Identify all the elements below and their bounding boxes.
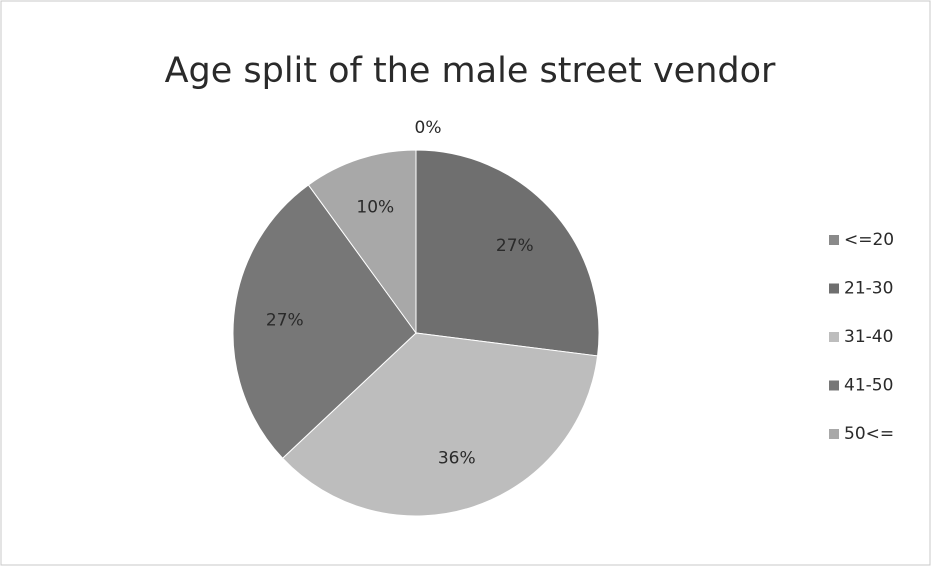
pie-slice <box>307 149 417 335</box>
legend-label: <=20 <box>844 230 894 250</box>
legend-label: 31-40 <box>844 327 893 347</box>
data-label: 27% <box>496 236 534 256</box>
legend-swatch <box>829 429 839 439</box>
legend-label: 41-50 <box>844 376 893 396</box>
legend-swatch <box>829 283 839 294</box>
legend-label: 50<= <box>844 424 894 444</box>
data-label: 0% <box>415 118 442 138</box>
pie-slice <box>281 332 599 517</box>
pie-slice <box>415 149 600 357</box>
pie-slice <box>232 184 417 459</box>
data-label: 27% <box>266 311 304 331</box>
legend-swatch <box>829 380 839 391</box>
data-label: 10% <box>356 198 394 218</box>
legend-swatch <box>829 235 839 245</box>
legend-swatch <box>829 332 839 342</box>
legend-label: 21-30 <box>844 279 893 299</box>
data-label: 36% <box>438 448 476 468</box>
chart-title: Age split of the male street vendor <box>165 51 776 91</box>
